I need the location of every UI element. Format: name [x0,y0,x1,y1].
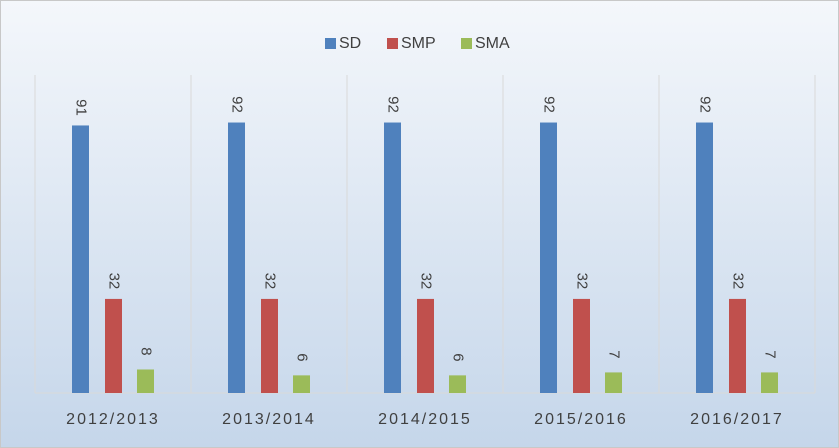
x-tick-label: 2012/2013 [66,411,160,428]
bar [261,298,278,393]
data-label: 6 [294,353,311,361]
x-tick-label: 2016/2017 [690,411,784,428]
legend-swatch [461,38,472,49]
bar [449,375,466,393]
bar [540,122,557,394]
bar [729,298,746,393]
bar [384,122,401,394]
data-label: 92 [385,96,402,113]
bar [761,372,778,393]
x-tick-label: 2014/2015 [378,411,472,428]
bar [417,298,434,393]
legend-swatch [325,38,336,49]
x-tick-label: 2013/2014 [222,411,316,428]
bar [293,375,310,393]
bar [137,369,154,393]
data-label: 7 [606,350,623,358]
bar [105,298,122,393]
bar [605,372,622,393]
x-tick-label: 2015/2016 [534,411,628,428]
data-label: 91 [73,99,90,116]
data-label: 8 [138,347,155,355]
bar [696,122,713,394]
legend-swatch [387,38,398,49]
data-label: 32 [730,273,747,290]
data-label: 32 [262,273,279,290]
bar [228,122,245,394]
data-label: 6 [450,353,467,361]
data-label: 32 [106,273,123,290]
legend-label: SMA [475,35,510,52]
data-label: 32 [574,273,591,290]
data-label: 92 [229,96,246,113]
bar [72,125,89,394]
data-label: 92 [697,96,714,113]
bar [573,298,590,393]
data-label: 92 [541,96,558,113]
legend-label: SD [339,35,361,52]
data-label: 32 [418,273,435,290]
data-label: 7 [762,350,779,358]
legend-label: SMP [401,35,436,52]
